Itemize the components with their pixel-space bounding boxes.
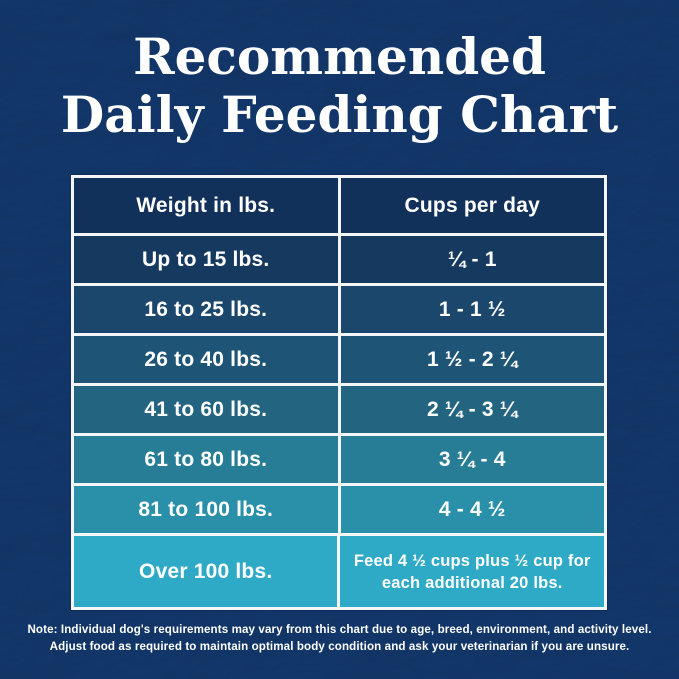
cell-weight: Over 100 lbs. (74, 536, 341, 607)
table-row: 16 to 25 lbs. 1 - 1 ½ (74, 283, 604, 333)
cell-cups: 2 ¼ - 3 ¼ (426, 397, 518, 421)
table-row: 61 to 80 lbs. 3 ¼ - 4 (74, 433, 604, 483)
cell-cups: 4 - 4 ½ (438, 497, 506, 521)
table-row: Up to 15 lbs. ¼ - 1 (74, 233, 604, 283)
cell-cups: Feed 4 ½ cups plus ½ cup for each additi… (353, 551, 591, 592)
page-title: Recommended Daily Feeding Chart (0, 28, 679, 144)
header-cell-weight: Weight in lbs. (74, 178, 341, 233)
table-header-row: Weight in lbs. Cups per day (74, 178, 604, 233)
cell-weight: 41 to 60 lbs. (74, 386, 341, 433)
header-cell-cups: Cups per day (404, 193, 540, 217)
footnote-line-2: Adjust food as required to maintain opti… (49, 639, 630, 653)
feeding-table: Weight in lbs. Cups per day Up to 15 lbs… (71, 175, 607, 610)
table-row: 41 to 60 lbs. 2 ¼ - 3 ¼ (74, 383, 604, 433)
title-line-2: Daily Feeding Chart (60, 85, 619, 144)
table-row: Over 100 lbs. Feed 4 ½ cups plus ½ cup f… (74, 533, 604, 607)
cell-cups: ¼ - 1 (447, 247, 497, 271)
cell-cups: 3 ¼ - 4 (438, 447, 506, 471)
cell-cups: 1 ½ - 2 ¼ (426, 347, 518, 371)
cell-weight: 81 to 100 lbs. (74, 486, 341, 533)
cell-weight: Up to 15 lbs. (74, 236, 341, 283)
footnote-line-1: Note: Individual dog's requirements may … (27, 623, 652, 636)
cell-cups: 1 - 1 ½ (438, 297, 506, 321)
cell-weight: 61 to 80 lbs. (74, 436, 341, 483)
footnote: Note: Individual dog's requirements may … (0, 622, 679, 655)
table-row: 26 to 40 lbs. 1 ½ - 2 ¼ (74, 333, 604, 383)
table-row: 81 to 100 lbs. 4 - 4 ½ (74, 483, 604, 533)
cell-weight: 16 to 25 lbs. (74, 286, 341, 333)
cell-weight: 26 to 40 lbs. (74, 336, 341, 383)
title-line-1: Recommended (133, 27, 546, 86)
